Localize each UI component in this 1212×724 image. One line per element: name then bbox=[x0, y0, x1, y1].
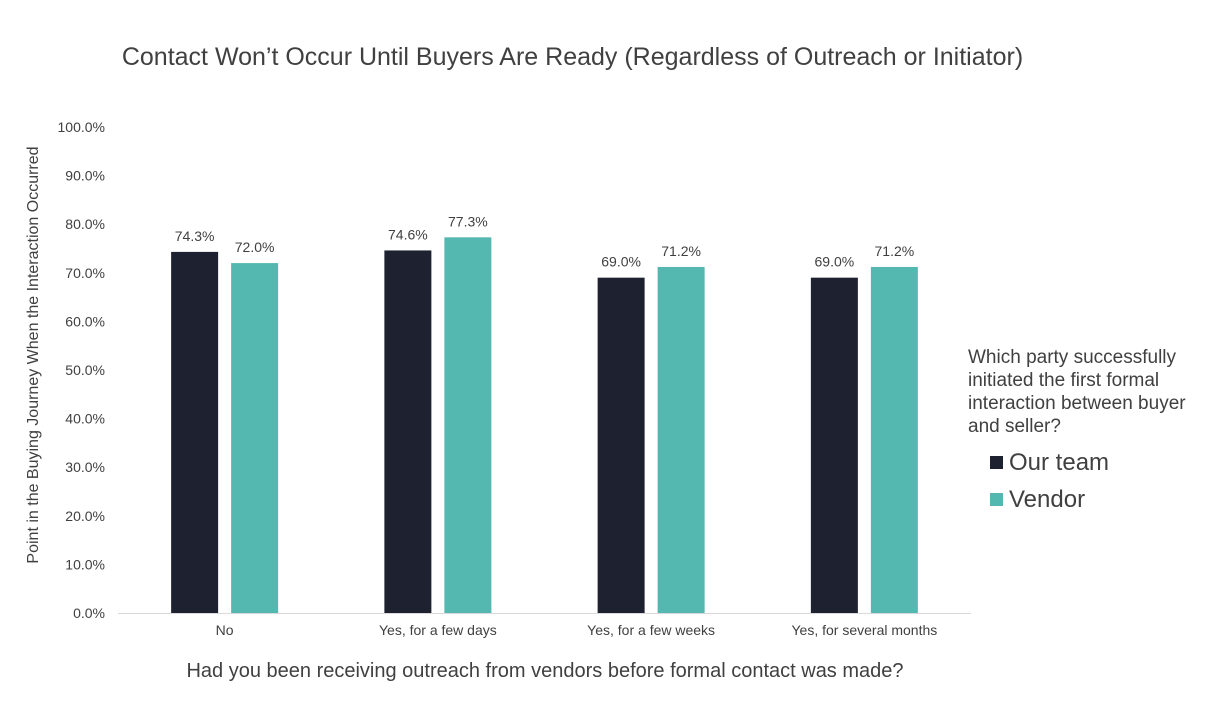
bar-our-team bbox=[597, 277, 645, 613]
data-label-our-team: 69.0% bbox=[815, 254, 855, 270]
legend-title: Which party successfully initiated the f… bbox=[968, 347, 1186, 437]
bar-vendor bbox=[870, 266, 918, 613]
data-label-vendor: 77.3% bbox=[448, 213, 488, 229]
y-tick-label: 90.0% bbox=[65, 168, 105, 184]
bar-vendor bbox=[231, 263, 279, 613]
x-tick-label: No bbox=[216, 622, 234, 638]
x-tick-label: Yes, for a few days bbox=[379, 622, 497, 638]
bar-vendor bbox=[657, 266, 705, 613]
x-tick-label: Yes, for a few weeks bbox=[587, 622, 715, 638]
chart-title: Contact Won’t Occur Until Buyers Are Rea… bbox=[121, 43, 1024, 71]
data-label-vendor: 72.0% bbox=[235, 239, 275, 255]
data-label-our-team: 74.6% bbox=[388, 226, 428, 242]
y-tick-label: 70.0% bbox=[65, 265, 105, 281]
y-tick-label: 50.0% bbox=[65, 362, 105, 378]
y-tick-label: 40.0% bbox=[65, 411, 105, 427]
legend-item-vendor: Vendor bbox=[968, 481, 1208, 518]
bar-our-team bbox=[384, 250, 432, 613]
bar-vendor bbox=[444, 237, 492, 613]
bar-our-team bbox=[171, 251, 219, 614]
data-label-vendor: 71.2% bbox=[875, 243, 915, 259]
y-tick-label: 100.0% bbox=[58, 119, 105, 135]
y-tick-label: 80.0% bbox=[65, 216, 105, 232]
legend-swatch-vendor bbox=[990, 493, 1003, 506]
x-axis-title: Had you been receiving outreach from ven… bbox=[186, 660, 904, 682]
legend: Which party successfully initiated the f… bbox=[968, 346, 1208, 518]
legend-label-vendor: Vendor bbox=[1009, 485, 1086, 513]
data-label-our-team: 69.0% bbox=[601, 254, 641, 270]
legend-item-our-team: Our team bbox=[968, 444, 1208, 481]
legend-label-our-team: Our team bbox=[1009, 448, 1110, 476]
x-tick-label: Yes, for several months bbox=[791, 622, 937, 638]
y-tick-label: 10.0% bbox=[65, 556, 105, 572]
bar-our-team bbox=[810, 277, 858, 613]
data-label-vendor: 71.2% bbox=[661, 243, 701, 259]
legend-swatch-our-team bbox=[990, 456, 1003, 469]
y-tick-label: 30.0% bbox=[65, 459, 105, 475]
y-tick-label: 0.0% bbox=[73, 605, 105, 621]
y-tick-label: 60.0% bbox=[65, 313, 105, 329]
data-label-our-team: 74.3% bbox=[175, 228, 215, 244]
y-tick-label: 20.0% bbox=[65, 508, 105, 524]
